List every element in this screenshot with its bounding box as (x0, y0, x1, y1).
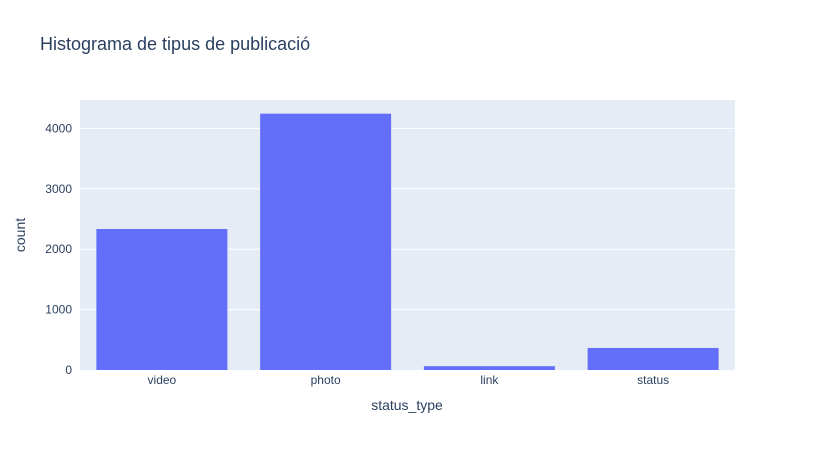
bar-status[interactable] (587, 347, 719, 370)
y-axis-title: count (12, 218, 28, 252)
y-tick-label: 2000 (45, 242, 72, 256)
y-tick-label: 4000 (45, 121, 72, 135)
x-tick-label: video (148, 373, 177, 387)
y-axis-ticks: 0 1000 2000 3000 4000 (45, 121, 72, 377)
y-tick-label: 3000 (45, 182, 72, 196)
x-tick-label: photo (311, 373, 341, 387)
x-tick-label: link (480, 373, 499, 387)
x-axis-title: status_type (371, 397, 443, 413)
y-tick-label: 1000 (45, 303, 72, 317)
chart-title: Histograma de tipus de publicació (40, 34, 310, 54)
bar-link[interactable] (423, 366, 555, 370)
y-tick-label: 0 (65, 363, 72, 377)
bar-video[interactable] (96, 229, 228, 370)
bars (96, 113, 719, 371)
bar-photo[interactable] (260, 113, 392, 371)
x-tick-label: status (637, 373, 669, 387)
x-axis-ticks: video photo link status (148, 373, 670, 387)
